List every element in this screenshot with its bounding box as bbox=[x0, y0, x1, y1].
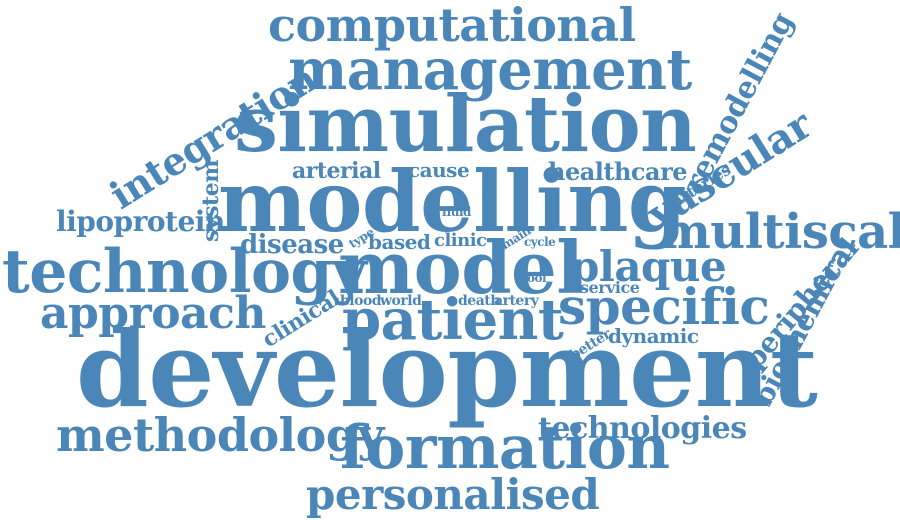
word-multiscale: multiscale bbox=[660, 204, 900, 260]
word-arterial: arterial bbox=[292, 158, 381, 184]
word-computational: computational bbox=[268, 0, 636, 52]
word-fluid: fluid bbox=[442, 205, 471, 219]
word-disease: disease bbox=[240, 230, 344, 260]
word-simulation: simulation bbox=[234, 79, 697, 170]
word-personalised: personalised bbox=[306, 470, 600, 519]
word-approach: approach bbox=[40, 288, 266, 339]
word-patient: patient bbox=[342, 287, 564, 353]
word-formation: formation bbox=[340, 413, 670, 483]
word-management: management bbox=[288, 37, 692, 103]
word-tool: tool bbox=[522, 271, 547, 285]
word-cause: cause bbox=[408, 158, 470, 182]
word-world: world bbox=[380, 293, 422, 309]
word-model: model bbox=[338, 225, 584, 310]
word-development: development bbox=[76, 308, 818, 431]
word-clinic: clinic bbox=[434, 230, 487, 251]
word-technologies: technologies bbox=[538, 411, 747, 446]
word-artery: artery bbox=[494, 293, 539, 309]
word-technology: technology bbox=[2, 237, 367, 307]
word-cycle: cycle bbox=[524, 235, 556, 249]
word-based: based bbox=[368, 230, 431, 254]
word-modelling: modelling bbox=[218, 152, 687, 251]
word-methodology: methodology bbox=[56, 408, 384, 462]
word-specific: specific bbox=[558, 277, 770, 336]
word-lipoprotein: lipoprotein bbox=[56, 205, 225, 238]
word-plaque: plaque bbox=[570, 242, 727, 291]
word-dynamic: dynamic bbox=[608, 324, 699, 348]
word-system: system bbox=[198, 160, 224, 242]
word-healthcare: healthcare bbox=[548, 157, 688, 186]
word-service: service bbox=[580, 278, 640, 297]
word-blood: blood bbox=[340, 293, 382, 309]
word-death: death bbox=[458, 293, 500, 309]
